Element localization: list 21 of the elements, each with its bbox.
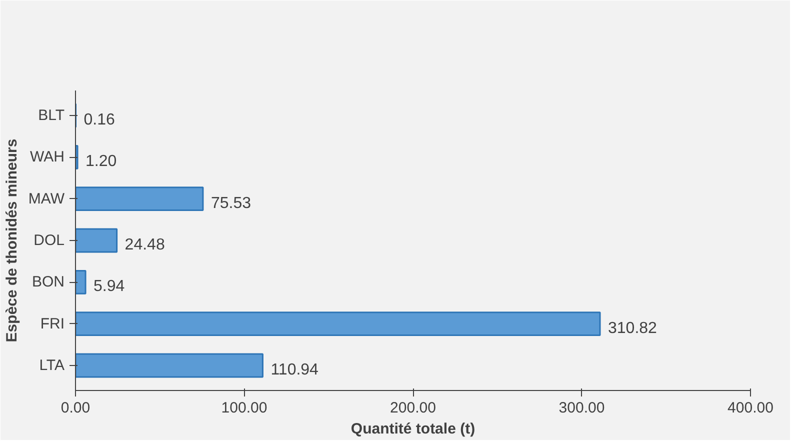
y-tick-label: DOL [34,232,64,249]
data-label: 110.94 [270,362,319,378]
y-tick-label: WAH [30,148,65,166]
data-label: 310.82 [608,320,658,337]
x-tick-label: 0.00 [60,400,90,416]
y-axis-title: Espèce de thonidés mineurs [3,138,20,342]
data-label: 5.94 [94,278,125,296]
y-tick-label: MAW [28,190,66,208]
x-tick-label: 200.00 [390,400,436,416]
data-label: 0.16 [84,112,116,128]
data-label: 1.20 [86,153,117,170]
data-label: 24.48 [124,236,165,254]
x-tick-label: 100.00 [221,400,268,416]
y-tick-label: LTA [39,357,65,374]
x-tick-label: 300.00 [558,400,605,416]
data-label: 75.53 [210,194,252,212]
y-tick-label: BLT [38,107,65,124]
x-axis-title: Quantité totale (t) [350,420,476,438]
y-tick-label: BON [32,274,65,291]
x-tick-label: 400.00 [728,400,774,416]
y-tick-label: FRI [40,315,65,332]
